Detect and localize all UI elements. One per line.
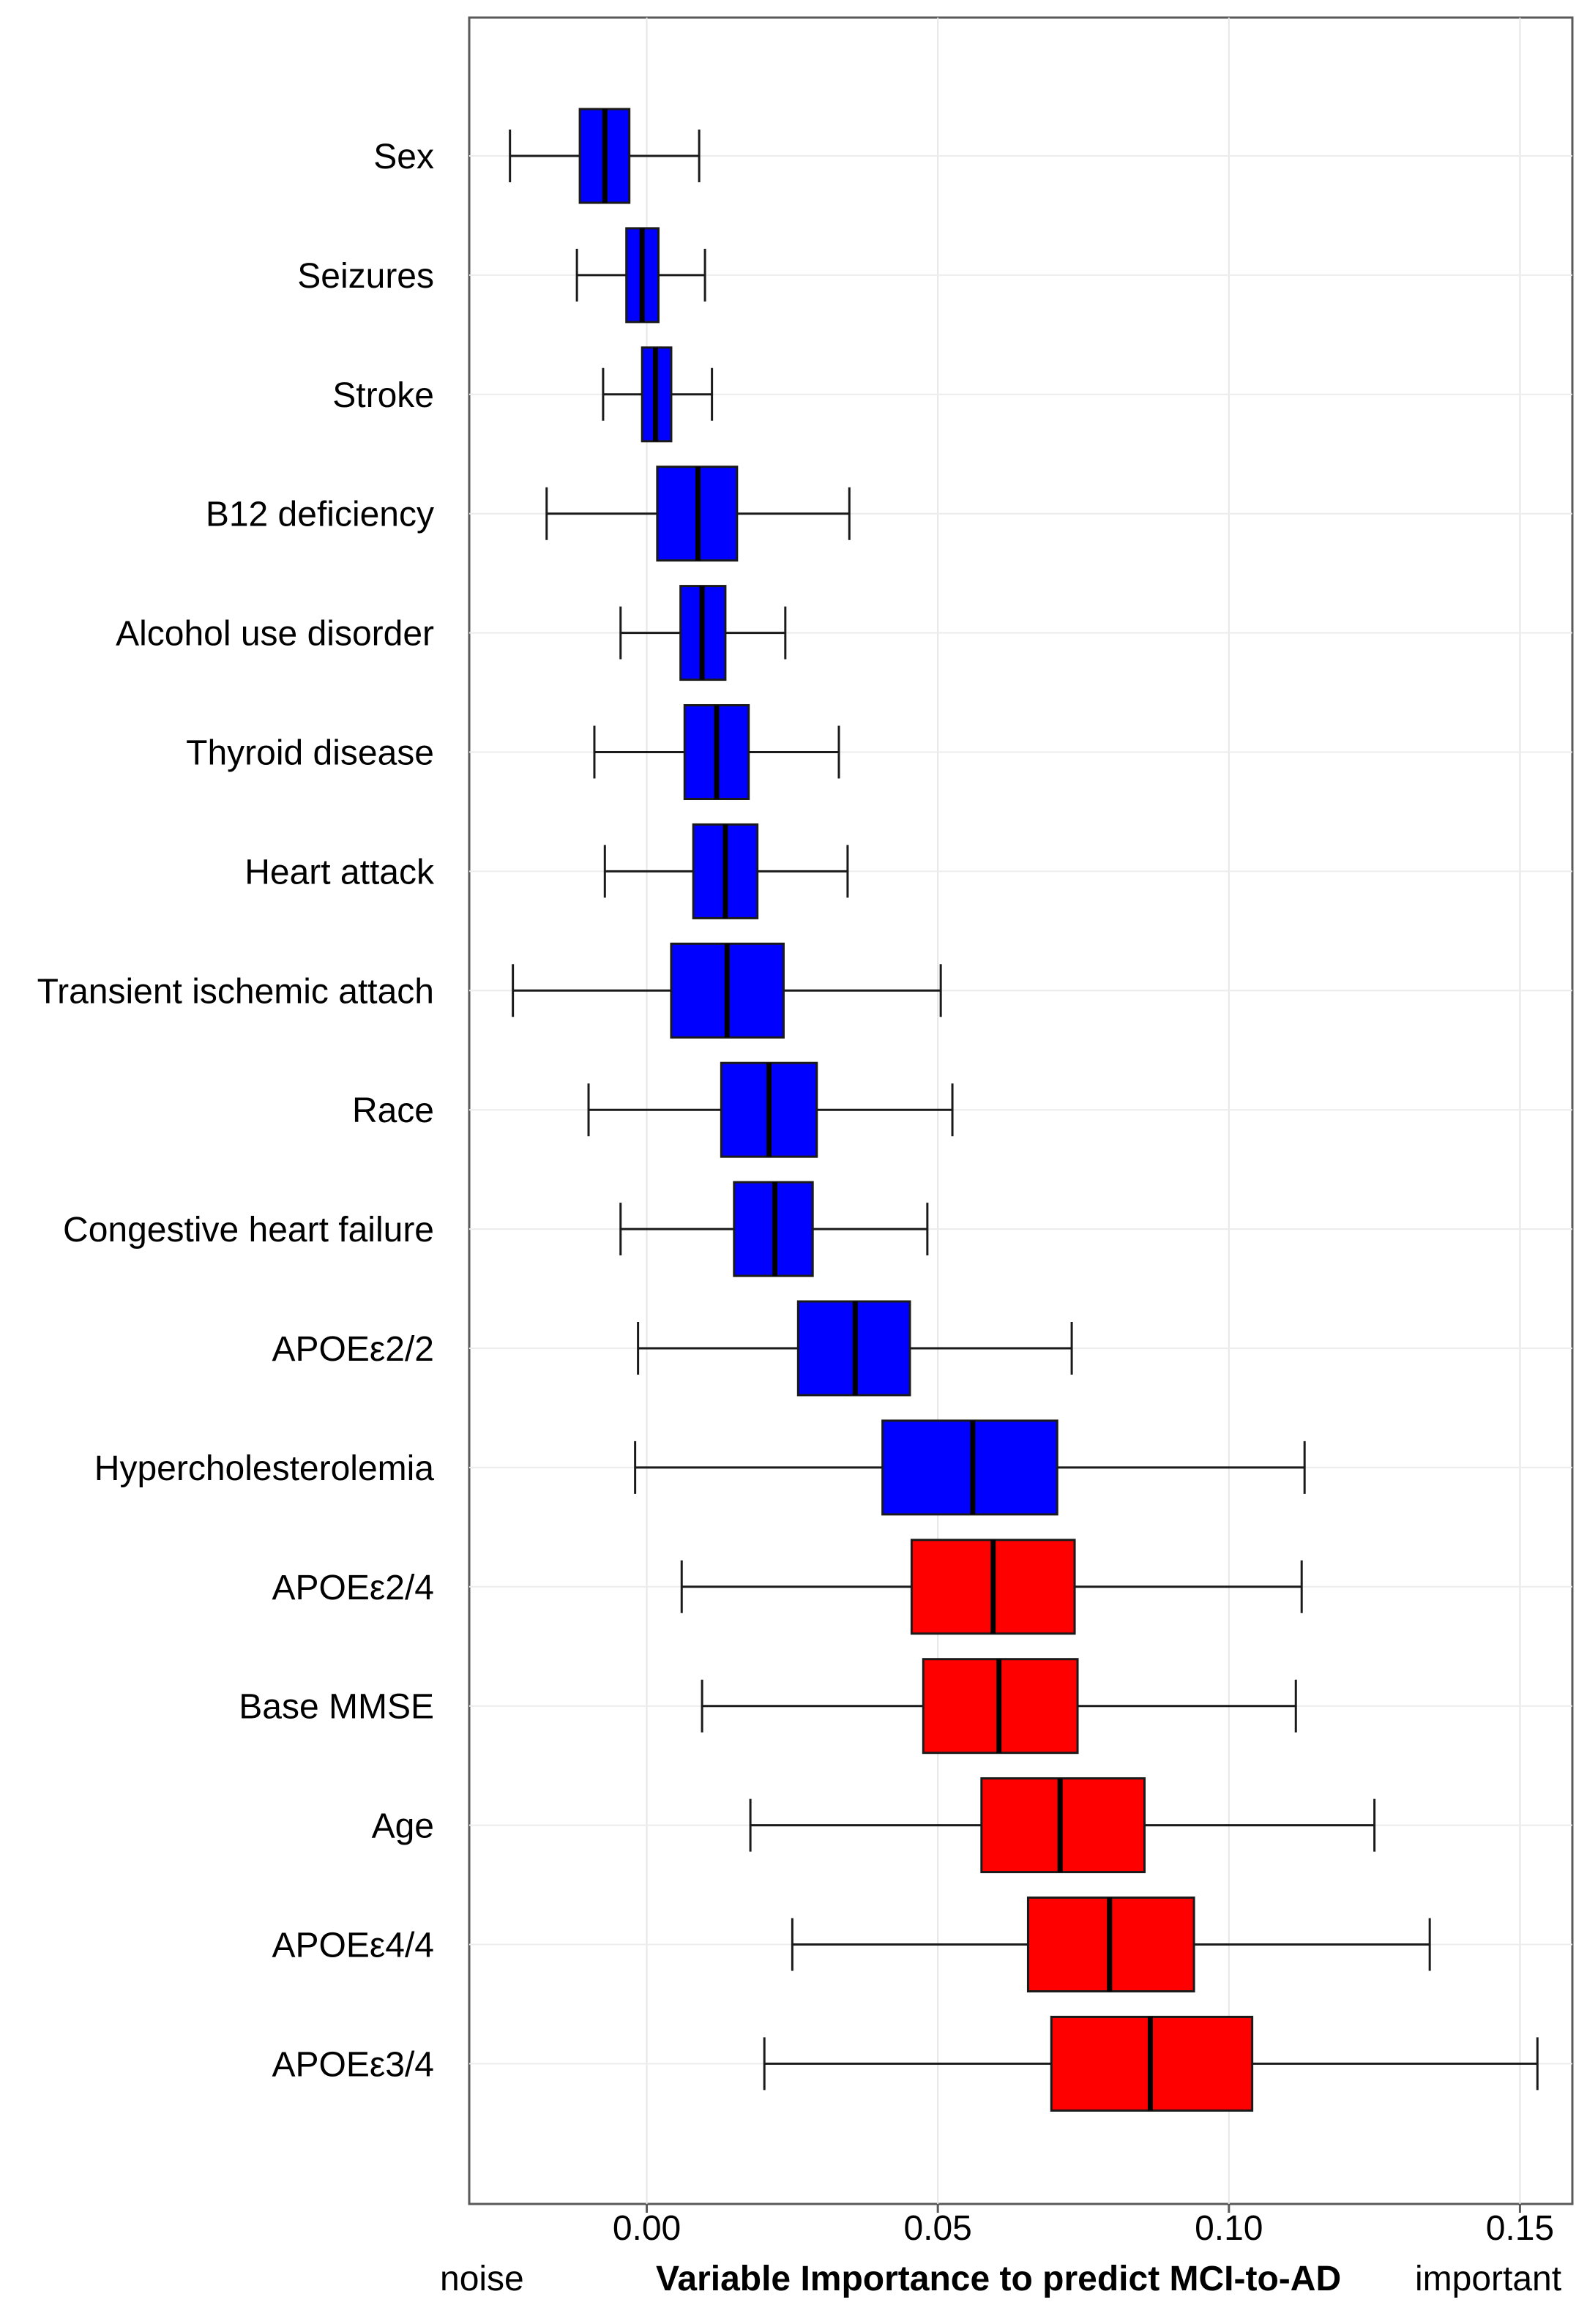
footer-important-label: important xyxy=(1415,2260,1561,2298)
category-label: APOEε4/4 xyxy=(272,1927,434,1965)
box-apoe-3-4 xyxy=(763,2015,1539,2112)
iqr-box xyxy=(980,1777,1146,1874)
category-label: B12 deficiency xyxy=(206,496,434,534)
category-label: APOEε3/4 xyxy=(272,2045,434,2084)
box-b12-deficiency xyxy=(545,466,851,562)
x-tick-label: 0.10 xyxy=(1195,2209,1263,2248)
iqr-box xyxy=(881,1419,1058,1516)
box-race xyxy=(587,1061,954,1158)
box-apoe-2-2 xyxy=(637,1300,1073,1397)
box-apoe-4-4 xyxy=(791,1897,1431,1992)
x-axis-title: Variable Importance to predict MCI-to-AD xyxy=(656,2260,1341,2298)
category-labels: Sex Seizures Stroke B12 deficiency Alcohol u… xyxy=(37,138,435,2084)
category-label: Alcohol use disorder xyxy=(116,615,434,654)
category-label: APOEε2/2 xyxy=(272,1330,434,1369)
box-plots xyxy=(509,108,1539,2112)
x-tick-label: 0.00 xyxy=(613,2209,681,2248)
box-congestive-heart-failure xyxy=(619,1181,929,1277)
footer-noise-label: noise xyxy=(440,2260,524,2298)
category-label: Thyroid disease xyxy=(186,734,434,773)
box-hypercholesterolemia xyxy=(634,1419,1306,1516)
box-stroke xyxy=(602,346,714,443)
category-label: Sex xyxy=(373,138,434,176)
box-alcohol-use-disorder xyxy=(619,585,787,681)
box-seizures xyxy=(575,227,706,324)
x-axis-ticks: 0.00 0.05 0.10 0.15 xyxy=(613,2204,1554,2248)
category-label: Seizures xyxy=(297,257,434,296)
box-sex xyxy=(509,108,701,204)
category-label: Heart attack xyxy=(244,853,435,892)
category-label: Age xyxy=(372,1807,434,1846)
x-tick-label: 0.05 xyxy=(903,2209,971,2248)
category-label: Stroke xyxy=(332,376,434,415)
box-heart-attack xyxy=(603,823,849,919)
category-label: Race xyxy=(352,1091,434,1130)
category-label: Base MMSE xyxy=(239,1688,434,1727)
category-label: Congestive heart failure xyxy=(63,1211,434,1249)
category-label: Transient ischemic attach xyxy=(37,972,434,1011)
box-age xyxy=(749,1777,1376,1874)
box-apoe-2-4 xyxy=(680,1539,1303,1635)
x-tick-label: 0.15 xyxy=(1486,2209,1554,2248)
box-base-mmse xyxy=(701,1658,1297,1755)
category-label: APOEε2/4 xyxy=(272,1569,434,1607)
box-transient-ischemic-attach xyxy=(512,942,942,1039)
category-label: Hypercholesterolemia xyxy=(94,1449,435,1488)
box-thyroid-disease xyxy=(593,704,840,800)
